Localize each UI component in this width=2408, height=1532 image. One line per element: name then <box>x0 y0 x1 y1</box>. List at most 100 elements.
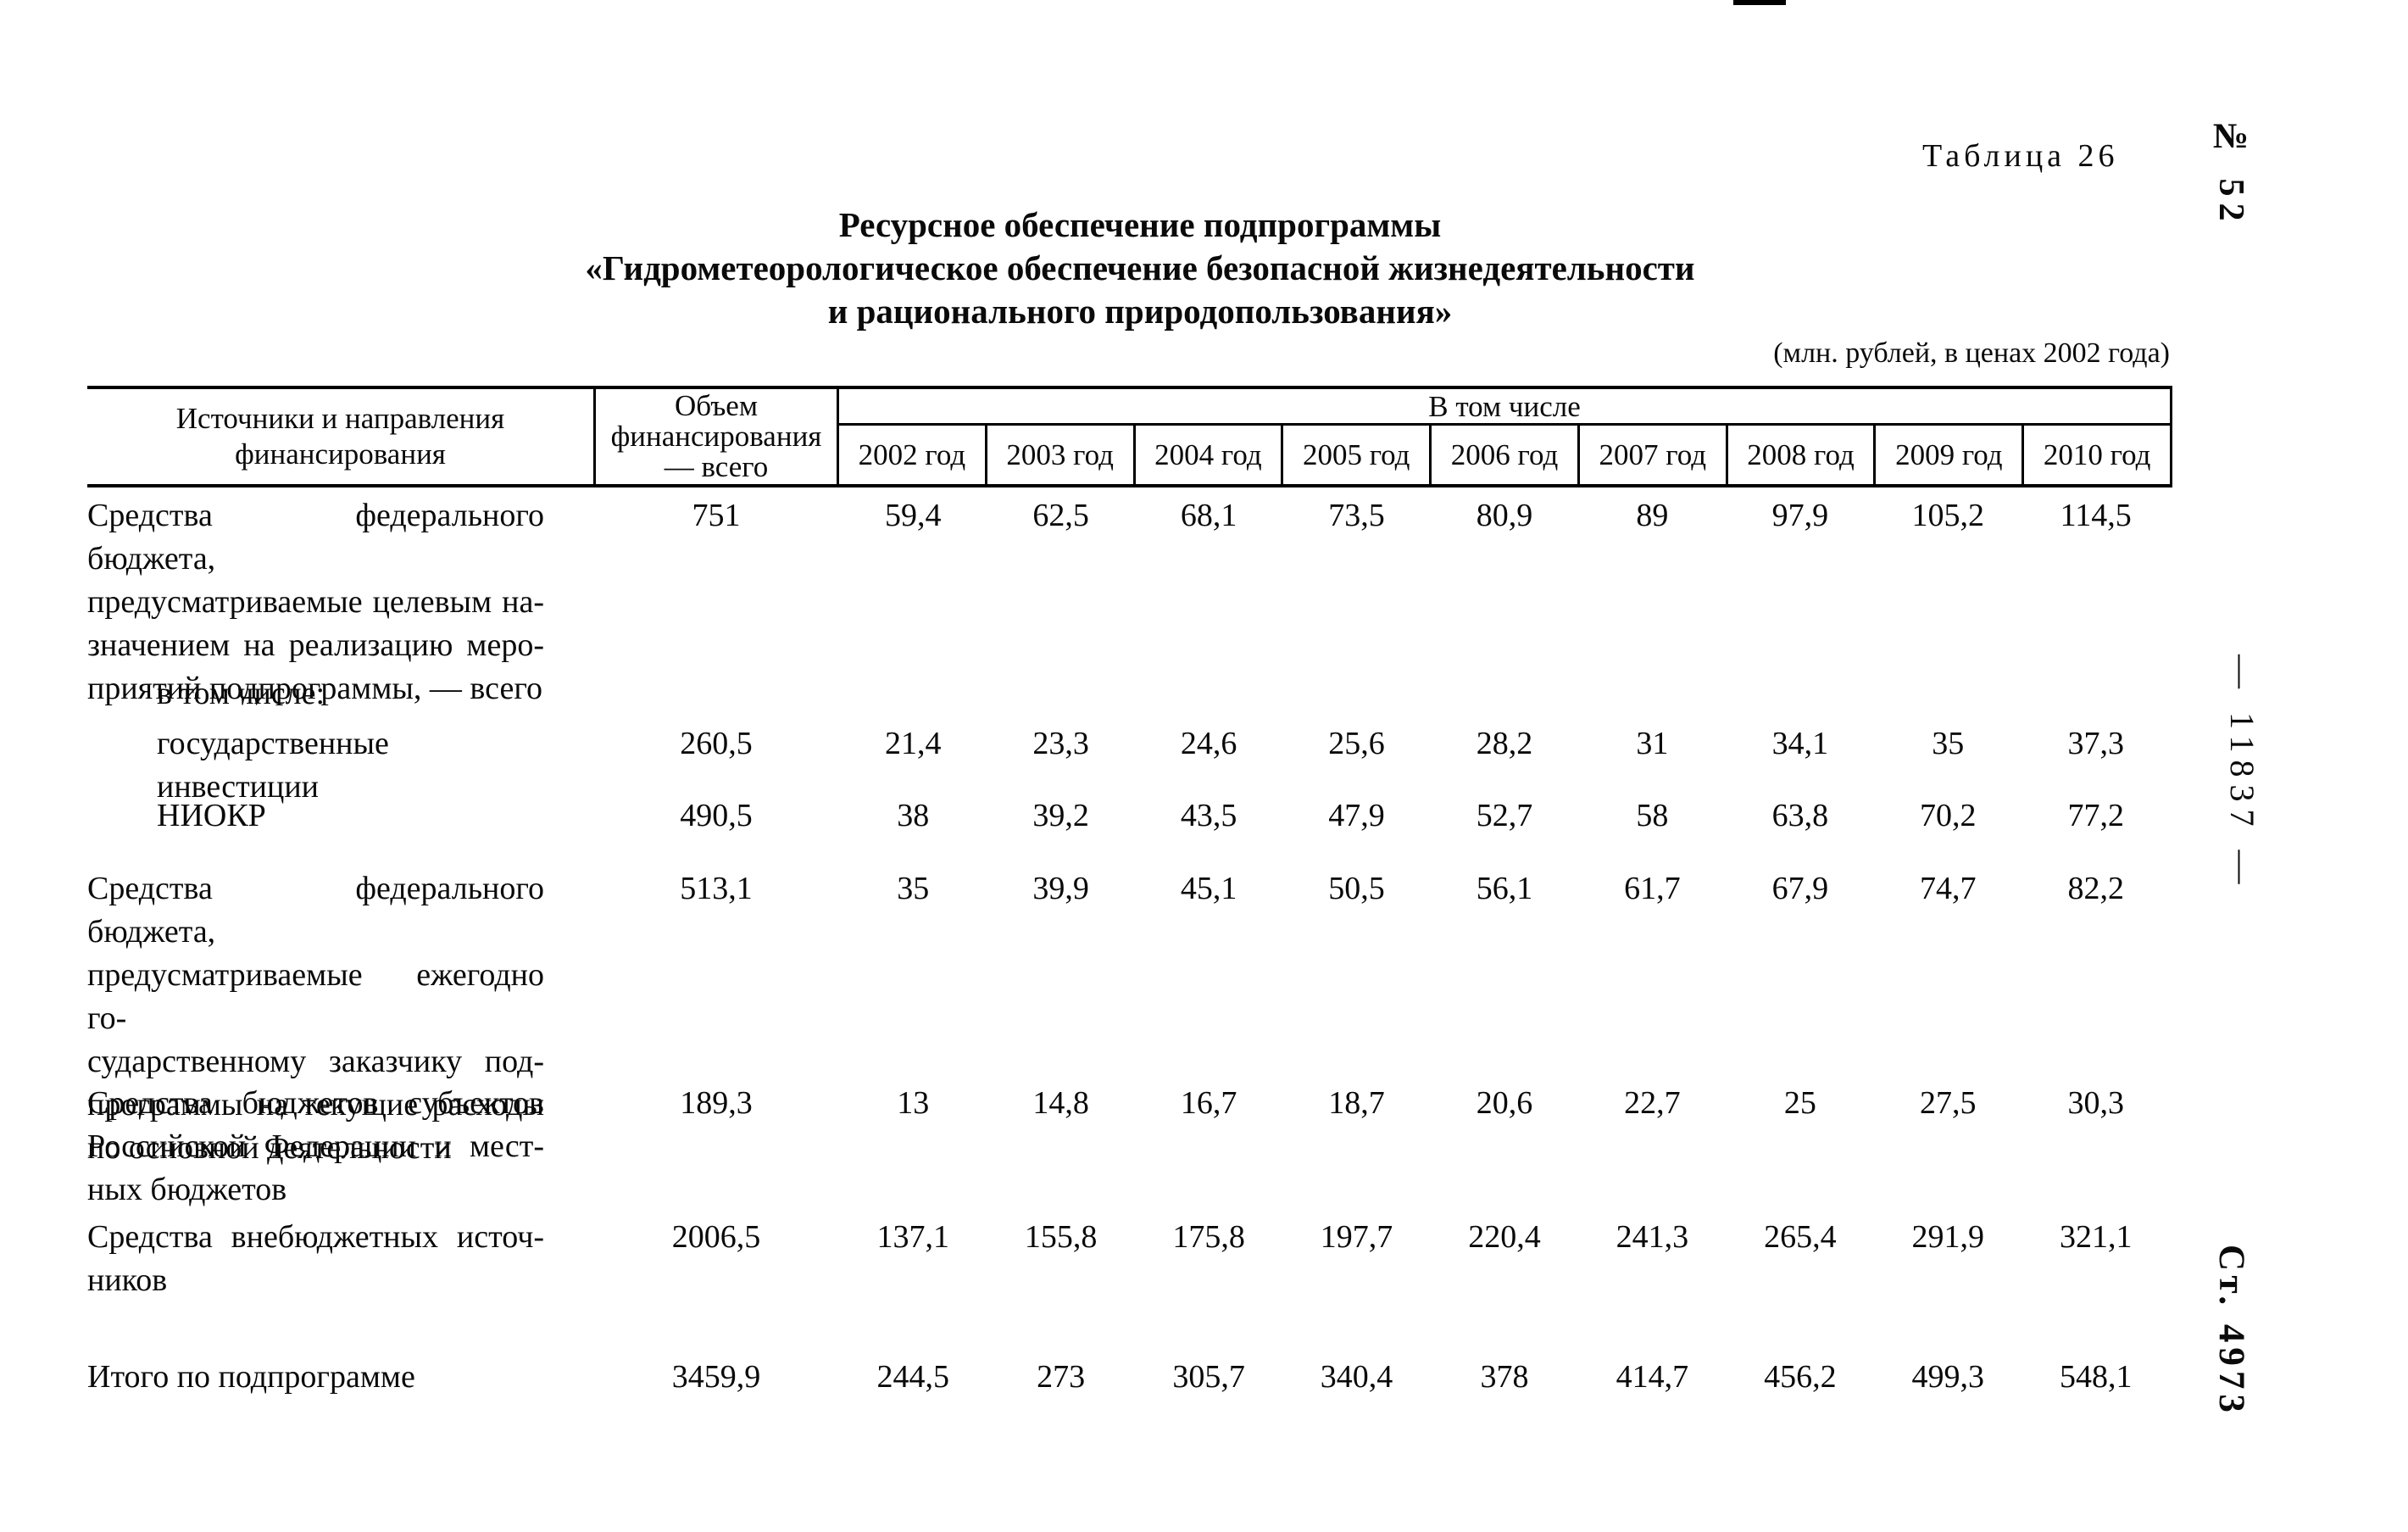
cell-year-value: 378 <box>1480 1359 1529 1395</box>
cell-year-value: 22,7 <box>1624 1085 1681 1121</box>
col-header-sources: Источники и направления финансирования <box>87 389 593 484</box>
cell-year-value: 35 <box>897 871 930 906</box>
table-label: Таблица 26 <box>1922 138 2119 174</box>
cell-year-value: 37,3 <box>2067 726 2124 761</box>
title-line-1: Ресурсное обеспечение подпрограммы <box>838 205 1442 244</box>
year-header: 2008 год <box>1725 426 1874 484</box>
cell-year-value: 34,1 <box>1771 726 1829 761</box>
row-label-line: государственные инвестиции <box>157 726 389 805</box>
row-label-line: Средства федерального бюджета, <box>87 871 544 950</box>
title-line-3: и рационального природопользования» <box>827 292 1453 331</box>
row-label: Средства федерального бюджета, предусматр… <box>87 867 593 1170</box>
cell-year-value: 89 <box>1636 498 1669 533</box>
cell-year-value: 70,2 <box>1920 798 1977 833</box>
cell-year-value: 25,6 <box>1328 726 1385 761</box>
document-title: Ресурсное обеспечение подпрограммы «Гидр… <box>356 203 1924 333</box>
cell-year-value: 14,8 <box>1032 1085 1089 1121</box>
row-label: НИОКР <box>87 794 593 838</box>
issue-number: № 52 <box>2211 117 2250 228</box>
cell-year-value: 59,4 <box>884 498 942 533</box>
cell-year-value: 23,3 <box>1032 726 1089 761</box>
cell-year-value: 45,1 <box>1180 871 1237 906</box>
cell-year-value: 74,7 <box>1920 871 1977 906</box>
col-header-years-group: В том числе 2002 год 2003 год 2004 год 2005… <box>839 389 2170 484</box>
cell-year-value: 105,2 <box>1911 498 1985 533</box>
page-number: — 11837 — <box>2223 655 2261 892</box>
cell-year-value: 305,7 <box>1172 1359 1245 1395</box>
col-header-total-line-1: Объем <box>675 389 758 422</box>
cell-year-value: 62,5 <box>1032 498 1089 533</box>
row-label: Итого по подпрограмме <box>87 1356 593 1399</box>
cell-year-value: 25 <box>1783 1085 1816 1121</box>
table-row: в том числе: <box>87 672 2170 716</box>
year-header: 2002 год <box>858 437 966 471</box>
cell-year-value: 241,3 <box>1616 1219 1689 1255</box>
cell-year-value: 499,3 <box>1911 1359 1985 1395</box>
cell-year-value: 39,9 <box>1032 871 1089 906</box>
row-label-line: значением на реализацию меро- <box>87 627 544 663</box>
year-header-row: 2002 год 2003 год 2004 год 2005 год 2006 год… <box>839 426 2170 484</box>
cell-year-value: 137,1 <box>876 1219 949 1255</box>
cell-total-value: 3459,9 <box>671 1359 761 1395</box>
cell-year-value: 21,4 <box>884 726 942 761</box>
cell-year-value: 155,8 <box>1024 1219 1098 1255</box>
col-header-sources-line-2: финансирования <box>235 437 446 471</box>
article-number: Ст. 4973 <box>2211 1245 2251 1418</box>
cell-year-value: 47,9 <box>1328 798 1385 833</box>
title-line-2: «Гидрометеорологическое обеспечение безо… <box>585 248 1695 287</box>
cell-year-value: 52,7 <box>1476 798 1533 833</box>
row-label-line: ных бюджетов <box>87 1172 287 1207</box>
cell-year-value: 265,4 <box>1764 1219 1837 1255</box>
cell-year-value: 20,6 <box>1476 1085 1533 1121</box>
year-header: 2007 год <box>1577 426 1726 484</box>
cell-year-value: 197,7 <box>1320 1219 1393 1255</box>
cell-total-value: 751 <box>692 498 741 533</box>
cell-year-value: 273 <box>1037 1359 1086 1395</box>
year-header: 2005 год <box>1281 426 1429 484</box>
year-header: 2010 год <box>2021 426 2170 484</box>
row-label-line: сударственному заказчику под- <box>87 1044 544 1079</box>
cell-year-value: 68,1 <box>1180 498 1237 533</box>
cell-year-value: 73,5 <box>1328 498 1385 533</box>
cell-year-value: 28,2 <box>1476 726 1533 761</box>
col-header-sources-line-1: Источники и направления <box>175 402 505 435</box>
row-label: Средства внебюджетных источ-ников <box>87 1216 593 1302</box>
span-header: В том числе <box>839 389 2170 426</box>
cell-year-value: 175,8 <box>1172 1219 1245 1255</box>
table-row: Средства федерального бюджета, предусматр… <box>87 867 2170 1170</box>
cell-year-value: 548,1 <box>2059 1359 2133 1395</box>
year-header: 2003 год <box>984 426 1133 484</box>
table-header: Источники и направления финансирования О… <box>87 386 2172 487</box>
cell-year-value: 80,9 <box>1476 498 1533 533</box>
row-label-line: НИОКР <box>157 798 266 833</box>
cell-year-value: 97,9 <box>1771 498 1829 533</box>
col-header-total-line-3: — всего <box>664 450 769 483</box>
scan-artifact-line <box>1733 0 1786 5</box>
cell-year-value: 16,7 <box>1180 1085 1237 1121</box>
col-header-total-line-2: финансирования <box>610 420 822 453</box>
row-label: государственные инвестиции <box>87 722 593 809</box>
row-label-line: по основной деятельности <box>87 1130 452 1166</box>
cell-year-value: 35 <box>1932 726 1965 761</box>
cell-year-value: 244,5 <box>876 1359 949 1395</box>
cell-year-value: 13 <box>897 1085 930 1121</box>
row-label: Средства бюджетов субъектов Российской Фе… <box>87 1082 593 1212</box>
row-label-line: Итого по подпрограмме <box>87 1359 415 1395</box>
cell-year-value: 114,5 <box>2060 498 2132 533</box>
cell-total-value: 2006,5 <box>671 1219 761 1255</box>
table-row: Средства бюджетов субъектов Российской Фе… <box>87 1082 2170 1212</box>
cell-year-value: 30,3 <box>2067 1085 2124 1121</box>
cell-year-value: 82,2 <box>2067 871 2124 906</box>
year-header: 2004 год <box>1132 426 1282 484</box>
cell-year-value: 67,9 <box>1771 871 1829 906</box>
row-label-line: Российской Федерации и мест- <box>87 1128 544 1164</box>
cell-year-value: 18,7 <box>1328 1085 1385 1121</box>
cell-year-value: 58 <box>1636 798 1669 833</box>
table-row: Итого по подпрограмме 3459,9 244,5 273 305,7… <box>87 1356 2170 1399</box>
row-label-line: Средства бюджетов субъектов <box>87 1085 544 1121</box>
cell-year-value: 63,8 <box>1771 798 1829 833</box>
row-label-line: предусматриваемые целевым на- <box>87 584 544 620</box>
row-label-line: приятий подпрограммы, — всего <box>87 671 542 706</box>
cell-year-value: 24,6 <box>1180 726 1237 761</box>
